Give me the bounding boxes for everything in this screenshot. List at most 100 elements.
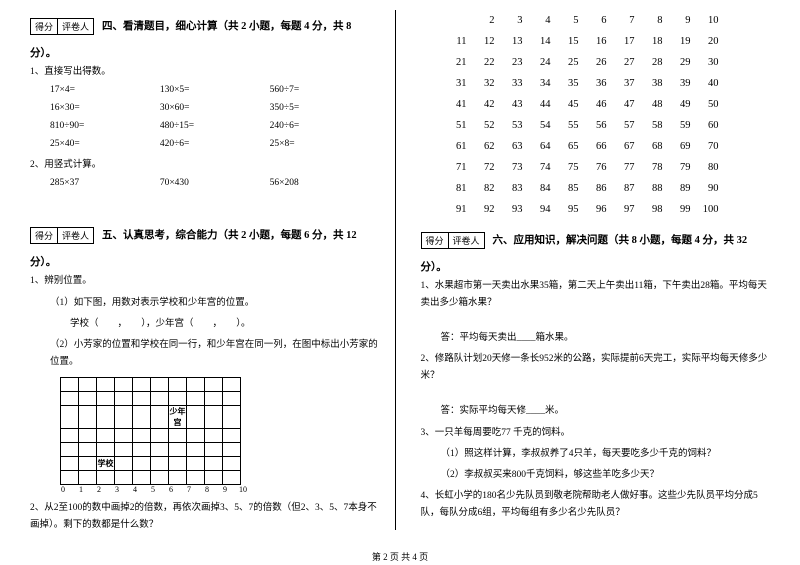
number-cell: 3 [495,10,523,31]
score-label: 得分 [31,19,58,34]
grid-cell [97,442,115,456]
number-cell: 87 [607,178,635,199]
section-5-title: 五、认真思考，综合能力（共 2 小题，每题 6 分，共 12 [102,227,357,242]
number-cell: 86 [579,178,607,199]
section-6-tail: 分）。 [421,259,771,274]
grid-cell [79,405,97,428]
grader-label: 评卷人 [58,19,93,34]
number-cell: 62 [467,136,495,157]
number-cell: 60 [691,115,719,136]
grid-cell [61,391,79,405]
number-cell: 9 [663,10,691,31]
grid-cell [205,391,223,405]
calc: 420÷6= [160,135,270,153]
number-cell: 79 [663,157,691,178]
grid-cell [79,456,97,470]
score-label: 得分 [31,228,58,243]
axis-tick: 9 [216,485,234,494]
grid-cell [151,428,169,442]
page-footer: 第 2 页 共 4 页 [0,550,800,563]
number-row: 61626364656667686970 [439,136,771,157]
calc-block-1: 17×4=130×5=560÷7= 16×30=30×60=350÷5= 810… [30,81,380,153]
number-cell: 66 [579,136,607,157]
number-cell: 80 [691,157,719,178]
score-label: 得分 [422,233,449,248]
q6-2a: 答：实际平均每天修____米。 [421,403,771,420]
grid-cell [151,405,169,428]
number-cell: 65 [551,136,579,157]
grid-cell: 学校 [97,456,115,470]
number-cell: 42 [467,94,495,115]
grid-cell [187,470,205,484]
grid-cell [79,377,97,391]
number-cell: 83 [495,178,523,199]
number-cell: 96 [579,199,607,220]
number-cell: 38 [635,73,663,94]
grid-cell [79,428,97,442]
calc: 25×40= [50,135,160,153]
q6-4: 4、长虹小学的180名少先队员到敬老院帮助老人做好事。这些少先队员平均分成5队，… [421,488,771,522]
number-cell: 84 [523,178,551,199]
number-cell: 100 [691,199,719,220]
number-cell: 98 [635,199,663,220]
number-cell: 10 [691,10,719,31]
grid-cell [133,391,151,405]
q4-2: 2、用竖式计算。 [30,157,380,174]
number-cell: 63 [495,136,523,157]
number-cell: 11 [439,31,467,52]
number-cell: 92 [467,199,495,220]
number-cell: 37 [607,73,635,94]
calc: 285×37 [50,174,160,192]
number-cell: 15 [551,31,579,52]
number-cell: 24 [523,52,551,73]
number-cell: 75 [551,157,579,178]
calc: 70×430 [160,174,270,192]
number-cell: 73 [495,157,523,178]
grid-cell [223,405,241,428]
grid-cell [223,377,241,391]
q6-2: 2、修路队计划20天修一条长952米的公路，实际提前6天完工，实际平均每天修多少… [421,351,771,385]
axis-tick: 0 [54,485,72,494]
grid-cell [97,470,115,484]
grid-cell [169,391,187,405]
number-cell: 70 [691,136,719,157]
grid-cell [61,456,79,470]
grid-cell [79,470,97,484]
grid-cell [151,470,169,484]
number-cell: 28 [635,52,663,73]
number-cell: 33 [495,73,523,94]
number-cell: 77 [607,157,635,178]
grid-cell [115,456,133,470]
number-cell: 7 [607,10,635,31]
number-cell: 41 [439,94,467,115]
number-cell: 68 [635,136,663,157]
number-cell: 53 [495,115,523,136]
axis-tick: 3 [108,485,126,494]
grid-cell [187,405,205,428]
grid-cell [79,442,97,456]
number-cell: 12 [467,31,495,52]
number-cell: 25 [551,52,579,73]
number-cell: 40 [691,73,719,94]
q5-1b: （2）小芳家的位置和学校在同一行，和少年宫在同一列，在图中标出小芳家的位置。 [30,337,380,371]
axis-tick: 10 [234,485,252,494]
number-cell: 49 [663,94,691,115]
number-cell: 56 [579,115,607,136]
number-cell: 93 [495,199,523,220]
score-box: 得分 评卷人 [30,18,94,35]
calc: 810÷90= [50,117,160,135]
q5-1a: （1）如下图，用数对表示学校和少年宫的位置。 [30,295,380,312]
number-row: 71727374757677787980 [439,157,771,178]
number-cell: 61 [439,136,467,157]
grid-cell [61,405,79,428]
number-row: 919293949596979899100 [439,199,771,220]
q5-2: 2、从2至100的数中画掉2的倍数，再依次画掉3、5、7的倍数（但2、3、5、7… [30,500,380,534]
number-cell: 95 [551,199,579,220]
section-4-header: 得分 评卷人 四、看清题目，细心计算（共 2 小题，每题 4 分，共 8 [30,18,380,35]
number-row: 51525354555657585960 [439,115,771,136]
number-cell: 91 [439,199,467,220]
axis-tick: 6 [162,485,180,494]
number-cell: 4 [523,10,551,31]
grid-cell [151,456,169,470]
q4-1: 1、直接写出得数。 [30,64,380,81]
